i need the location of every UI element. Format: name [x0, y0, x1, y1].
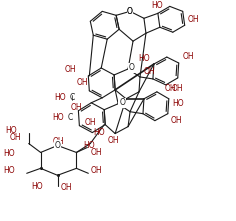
- Text: HO: HO: [172, 99, 183, 108]
- Text: HO: HO: [94, 128, 105, 137]
- Text: HO: HO: [3, 149, 15, 158]
- Text: OH: OH: [90, 166, 102, 175]
- Text: HO: HO: [151, 1, 163, 10]
- Text: C: C: [69, 93, 75, 102]
- Text: OH: OH: [53, 137, 64, 146]
- Text: HO: HO: [54, 93, 65, 102]
- Text: O: O: [55, 141, 60, 150]
- Text: O: O: [127, 7, 133, 16]
- Text: OH: OH: [9, 133, 21, 142]
- Text: HO: HO: [31, 182, 43, 191]
- Text: OH: OH: [165, 84, 177, 93]
- Text: OH: OH: [188, 15, 199, 24]
- Text: C: C: [67, 113, 73, 122]
- Text: OH: OH: [65, 65, 76, 74]
- Text: OH: OH: [60, 183, 72, 192]
- Text: OH: OH: [84, 118, 96, 127]
- Text: OH: OH: [171, 116, 182, 125]
- Text: O: O: [127, 7, 133, 16]
- Text: OH: OH: [77, 78, 88, 87]
- Text: OH: OH: [144, 67, 156, 76]
- Text: O: O: [129, 63, 135, 72]
- Text: OH: OH: [90, 148, 102, 157]
- Text: HO: HO: [84, 141, 95, 150]
- Text: HO: HO: [52, 113, 63, 122]
- Text: OH: OH: [183, 51, 194, 61]
- Text: HO: HO: [138, 53, 150, 63]
- Text: HO: HO: [5, 126, 17, 135]
- Text: O: O: [119, 98, 125, 107]
- Text: OH: OH: [172, 84, 183, 93]
- Text: HO: HO: [3, 166, 15, 175]
- Text: OH: OH: [71, 103, 82, 112]
- Text: OH: OH: [107, 136, 119, 145]
